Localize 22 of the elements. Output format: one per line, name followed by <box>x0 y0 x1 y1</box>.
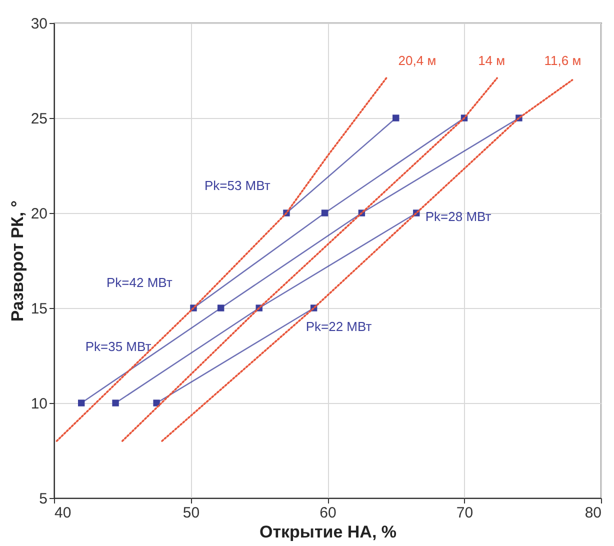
x-tick-label: 40 <box>54 504 72 522</box>
series-label: 14 м <box>478 53 506 68</box>
y-tick-label: 5 <box>39 490 48 508</box>
x-tick-label: 80 <box>584 504 602 522</box>
y-tick-label: 15 <box>30 300 48 318</box>
y-tick-label: 20 <box>30 206 48 222</box>
y-tick-label: 10 <box>30 396 48 412</box>
series-label: Pk=35 МВт <box>85 339 152 354</box>
y-tick-label: 30 <box>30 16 48 32</box>
x-axis-title: Открытие НА, % <box>259 522 397 542</box>
x-tick-label: 70 <box>456 504 474 522</box>
series-label: Pk=53 МВт <box>204 178 270 193</box>
series-label: 20,4 м <box>398 53 436 68</box>
y-tick-label: 25 <box>30 110 48 128</box>
series-label: 11,6 м <box>544 53 582 68</box>
x-tick-label: 50 <box>182 504 200 522</box>
line-series <box>56 77 388 442</box>
series-label: Pk=22 МВт <box>306 319 372 334</box>
series-label: Pk=42 МВт <box>106 275 172 290</box>
y-axis-title: Разворот РК, ° <box>8 200 27 322</box>
series-label: Pk=28 МВт <box>425 209 492 224</box>
x-tick-label: 60 <box>320 504 336 522</box>
